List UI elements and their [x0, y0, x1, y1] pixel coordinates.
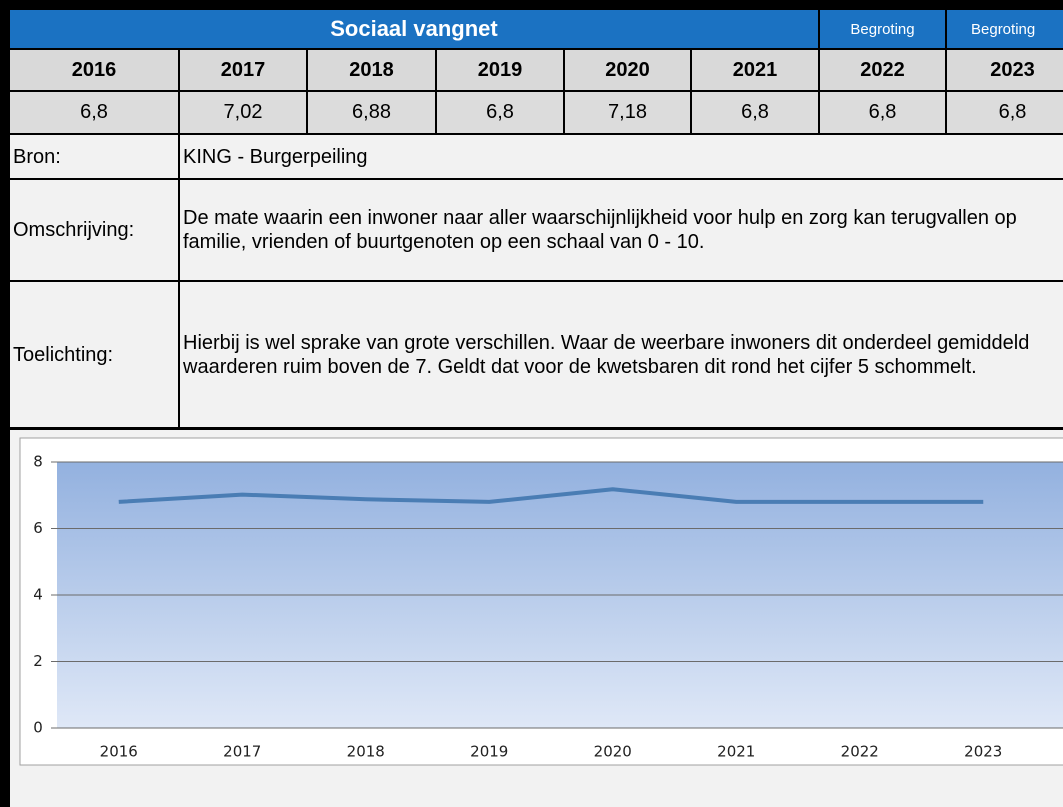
row-text: KING - Burgerpeiling — [180, 135, 1063, 178]
value-cell: 7,02 — [180, 92, 306, 133]
y-tick-label: 2 — [33, 652, 43, 670]
x-tick-label: 2016 — [100, 743, 138, 761]
year-cell: 2020 — [565, 50, 690, 90]
note: Begroting — [820, 10, 945, 48]
year-cell: 2023 — [947, 50, 1063, 90]
year-cell: 2016 — [10, 50, 178, 90]
value-cell: 6,8 — [820, 92, 945, 133]
data-line — [118, 487, 984, 504]
row-label: Bron: — [10, 135, 178, 178]
row-text: Hierbij is wel sprake van grote verschil… — [180, 282, 1063, 427]
chart: 0 2 4 6 8 2016 2017 2018 2019 2020 2021 2022 2023 — [19, 437, 1063, 766]
value-cell: 6,8 — [437, 92, 563, 133]
year-cell: 2018 — [308, 50, 435, 90]
x-tick-label: 2018 — [347, 743, 385, 761]
year-cell: 2019 — [437, 50, 563, 90]
x-tick-label: 2022 — [841, 743, 879, 761]
year-cell: 2021 — [692, 50, 818, 90]
value-cell: 6,8 — [10, 92, 178, 133]
year-cell: 2017 — [180, 50, 306, 90]
value-cell: 7,18 — [565, 92, 690, 133]
year-cell: 2022 — [820, 50, 945, 90]
y-tick-label: 0 — [33, 719, 43, 737]
x-tick-label: 2021 — [717, 743, 755, 761]
row-label: Toelichting: — [10, 282, 178, 427]
row-text: De mate waarin een inwoner naar aller wa… — [180, 180, 1063, 280]
y-tick-label: 6 — [33, 519, 43, 537]
x-tick-label: 2017 — [223, 743, 261, 761]
x-tick-label: 2019 — [470, 743, 508, 761]
note: Begroting — [947, 10, 1063, 48]
x-tick-label: 2023 — [964, 743, 1002, 761]
x-tick-label: 2020 — [594, 743, 632, 761]
value-cell: 6,8 — [947, 92, 1063, 133]
title: Sociaal vangnet — [10, 10, 818, 48]
value-cell: 6,8 — [692, 92, 818, 133]
y-tick-label: 4 — [33, 586, 43, 604]
row-label: Omschrijving: — [10, 180, 178, 280]
value-cell: 6,88 — [308, 92, 435, 133]
y-tick-label: 8 — [33, 453, 43, 471]
